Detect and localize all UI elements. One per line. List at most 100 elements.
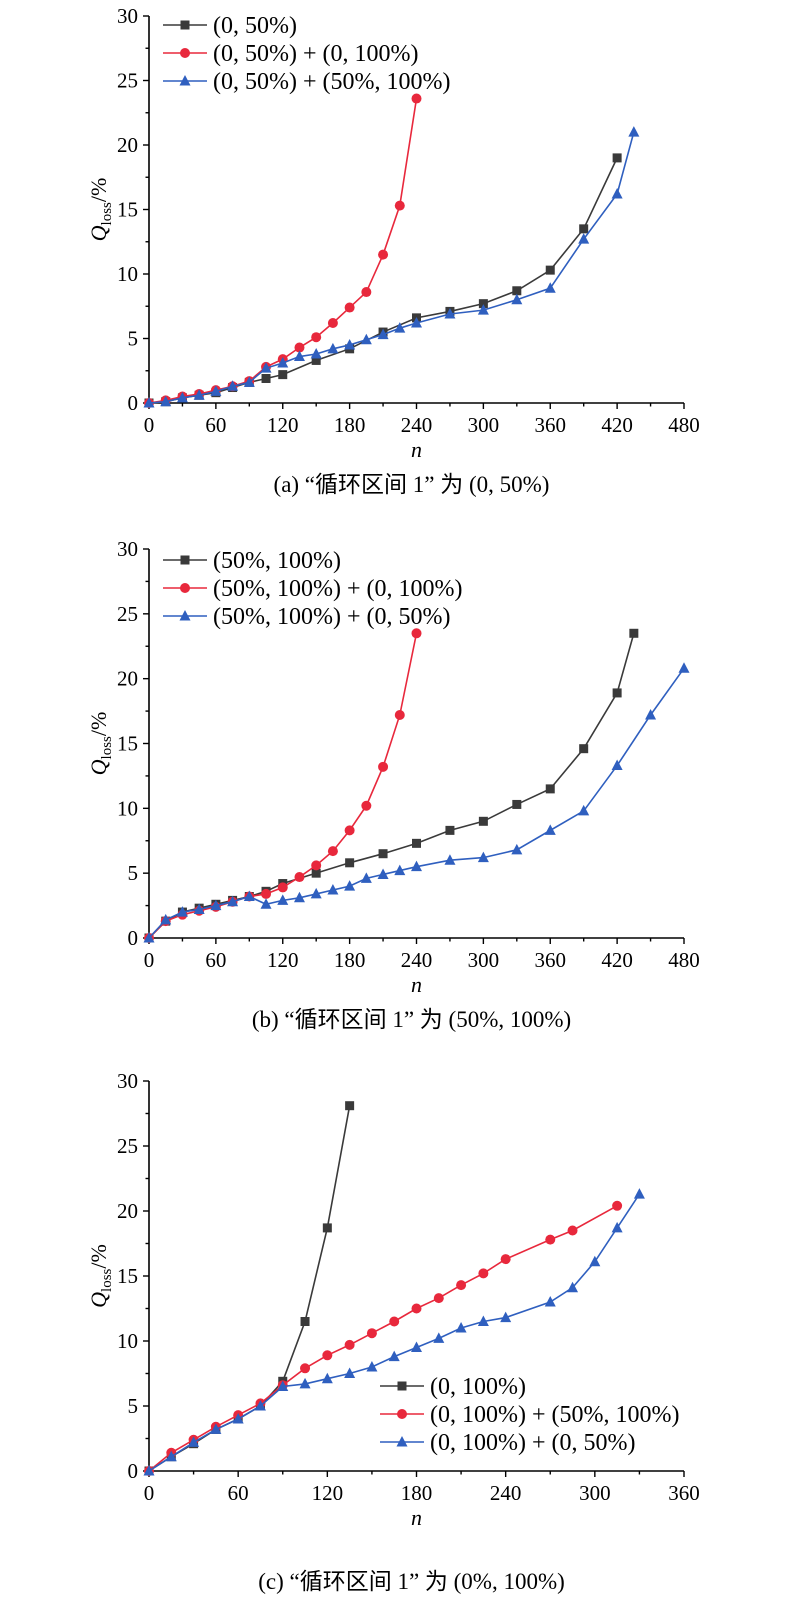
legend: (0, 100%)(0, 100%) + (50%, 100%)(0, 100%… <box>380 1374 679 1456</box>
data-point <box>361 287 372 298</box>
x-tick-label: 420 <box>601 948 633 972</box>
x-tick-label: 360 <box>668 1481 700 1505</box>
data-point <box>293 350 305 362</box>
data-point <box>633 1188 645 1199</box>
data-point <box>545 1234 556 1245</box>
data-point <box>394 864 406 876</box>
data-point <box>628 126 640 137</box>
data-point <box>310 347 322 359</box>
data-point <box>377 328 389 340</box>
data-point <box>611 188 623 199</box>
data-point <box>545 784 555 794</box>
chart-caption: (a) “循环区间 1” 为 (0, 50%) <box>274 472 550 497</box>
data-point <box>322 1223 332 1233</box>
data-point <box>227 895 239 907</box>
data-point <box>176 391 188 403</box>
data-point <box>411 628 422 639</box>
data-point <box>210 1423 222 1434</box>
data-point <box>378 761 389 772</box>
series-line <box>148 157 618 404</box>
y-tick-label: 20 <box>117 133 138 157</box>
data-point <box>344 1339 355 1350</box>
x-tick-label: 0 <box>144 413 155 437</box>
data-point <box>512 799 522 809</box>
data-point <box>477 304 489 315</box>
legend-marker <box>397 1409 407 1419</box>
data-point <box>456 1280 467 1291</box>
data-point <box>360 872 372 883</box>
data-point <box>611 759 623 771</box>
legend-label: (0, 50%) <box>213 13 297 39</box>
data-point <box>411 1341 422 1352</box>
x-tick-label: 240 <box>490 1481 522 1505</box>
data-point <box>232 1413 244 1424</box>
data-point <box>143 1465 155 1476</box>
x-tick-label: 360 <box>535 413 567 437</box>
x-tick-label: 180 <box>334 948 366 972</box>
data-point <box>612 1200 623 1211</box>
y-tick-label: 10 <box>117 262 138 286</box>
data-point <box>411 93 422 104</box>
x-axis-title: n <box>411 1505 422 1530</box>
series-line <box>148 633 635 939</box>
data-point <box>344 1367 356 1378</box>
y-tick-label: 30 <box>117 1069 138 1093</box>
series-line <box>148 1105 351 1472</box>
data-point <box>388 1350 400 1362</box>
data-point <box>277 1380 289 1391</box>
data-point <box>578 804 590 816</box>
data-point <box>645 708 657 720</box>
legend-label: (0, 50%) + (0, 100%) <box>213 41 419 67</box>
data-point <box>445 825 455 835</box>
x-tick-label: 0 <box>144 948 155 972</box>
legend-label: (0, 100%) + (0, 50%) <box>430 1430 636 1456</box>
x-tick-label: 300 <box>579 1481 611 1505</box>
data-point <box>678 662 690 673</box>
data-point <box>143 397 155 408</box>
data-point <box>193 389 205 400</box>
chart-caption: (b) “循环区间 1” 为 (50%, 100%) <box>252 1007 571 1032</box>
y-tick-label: 25 <box>117 69 138 93</box>
data-point <box>322 1350 333 1361</box>
x-axis-title: n <box>411 972 422 997</box>
x-tick-label: 180 <box>401 1481 433 1505</box>
data-point <box>311 860 322 871</box>
x-tick-label: 300 <box>468 948 500 972</box>
x-tick-label: 60 <box>205 413 226 437</box>
legend-marker <box>180 583 190 593</box>
data-point <box>311 332 322 343</box>
data-point <box>444 854 456 865</box>
data-point <box>612 153 622 163</box>
y-tick-label: 0 <box>128 391 139 415</box>
data-point <box>300 1363 311 1374</box>
data-point <box>299 1377 311 1389</box>
y-tick-label: 0 <box>128 926 139 950</box>
data-point <box>327 318 338 329</box>
data-point <box>478 1268 489 1279</box>
y-tick-label: 20 <box>117 1199 138 1223</box>
data-point <box>394 709 405 720</box>
data-point <box>378 849 388 859</box>
data-point <box>544 1296 556 1307</box>
y-tick-label: 25 <box>117 1134 138 1158</box>
x-tick-label: 0 <box>144 1481 155 1505</box>
data-point <box>300 1317 310 1326</box>
y-tick-label: 25 <box>117 602 138 626</box>
data-point <box>277 357 289 368</box>
data-point <box>344 302 355 313</box>
chart-panel-a: 0 60 120 180 240 300 360 420 480 0 5 10 15 20 25 30 n Qlo… <box>86 4 700 497</box>
data-point <box>478 816 488 826</box>
data-point <box>260 898 272 909</box>
data-point <box>377 868 389 879</box>
series-line <box>148 131 635 404</box>
data-point <box>366 1361 378 1372</box>
x-tick-label: 120 <box>267 948 299 972</box>
legend-label: (0, 100%) + (50%, 100%) <box>430 1402 679 1428</box>
data-point <box>361 800 372 811</box>
legend-label: (50%, 100%) + (0, 100%) <box>213 576 462 602</box>
data-point <box>477 1315 489 1326</box>
data-point <box>294 342 305 353</box>
data-point <box>293 891 305 903</box>
y-tick-label: 5 <box>128 861 139 885</box>
y-axis-title: Qloss/% <box>86 712 115 776</box>
